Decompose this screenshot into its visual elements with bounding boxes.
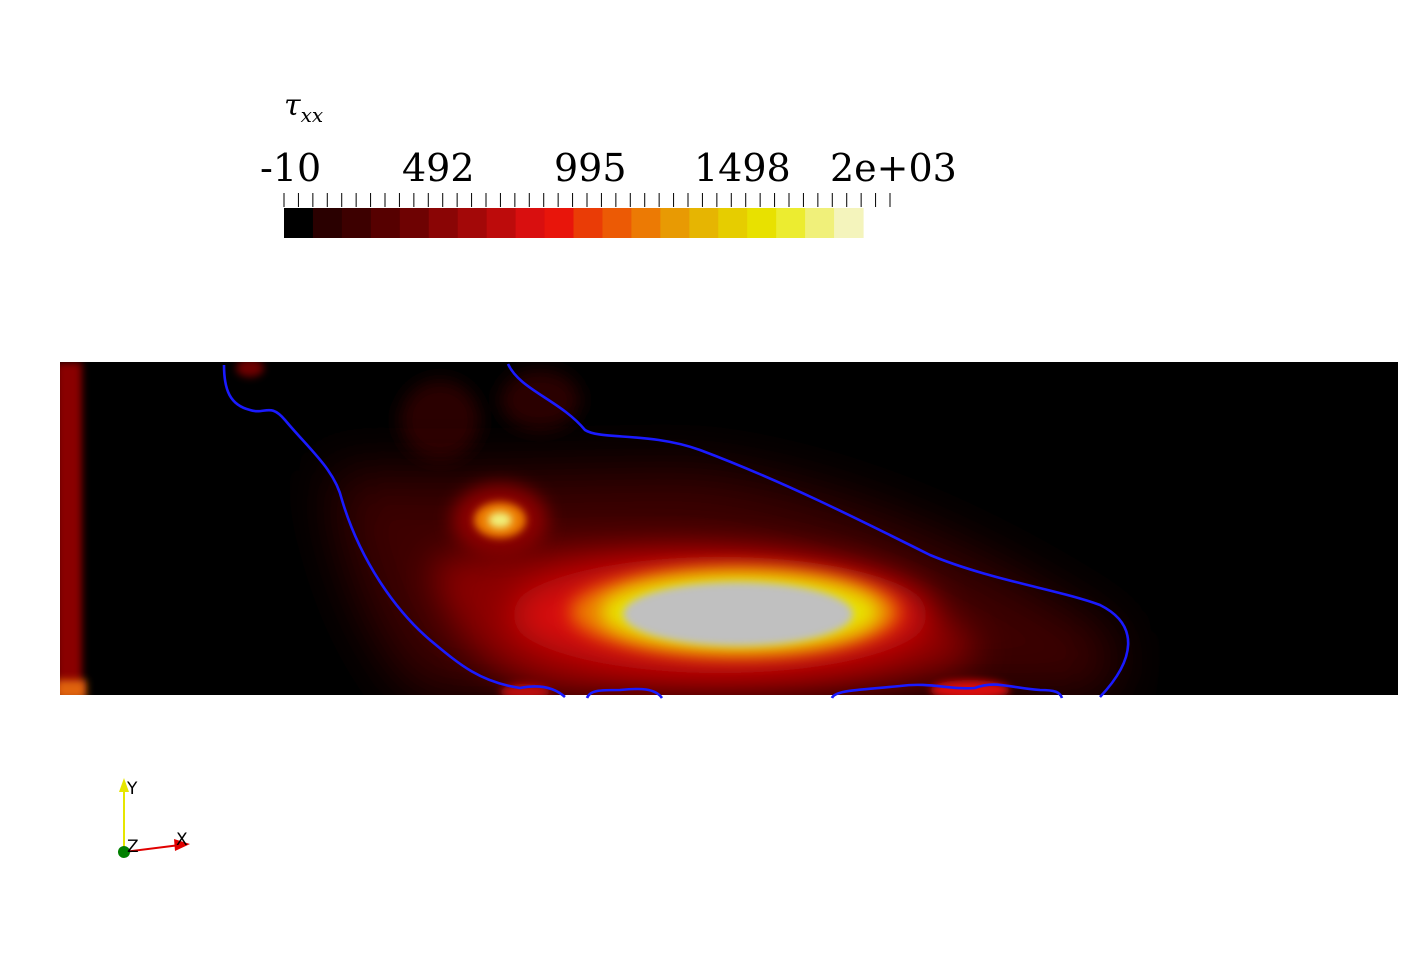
colorbar-swatch [370,208,401,238]
secondary-hotspot-core [488,512,512,528]
colorbar-tick-label: 1498 [694,146,791,190]
colorbar-swatch [399,208,430,238]
z-axis-marker [118,846,130,858]
colorbar-swatch [486,208,517,238]
z-axis-label: Z [127,837,139,857]
colorbar-swatch [457,208,488,238]
x-axis-label: X [176,830,188,850]
colorbar-swatch [544,208,575,238]
colorbar-title: τxx [284,88,324,127]
stress-field [60,362,1398,695]
x-axis-arrow [123,844,181,853]
inlet-corner-hotspot [60,680,86,695]
colorbar-swatch [776,208,806,238]
upper-streak [400,380,480,460]
x-axis-arrowhead [174,839,190,851]
y-axis-label: Y [126,779,138,799]
colorbar-swatch [689,208,719,238]
colorbar-swatch [602,208,632,238]
colorbar-tick-label: 492 [402,146,475,190]
colorbar-swatch [631,208,661,238]
colorbar-ticks [283,193,891,207]
colorbar-swatch [834,208,864,238]
colorbar-swatch [747,208,777,238]
colorbar-tick-label: 995 [554,146,627,190]
contour-line-left [222,364,566,698]
stress-peak-region [623,582,853,646]
wall-hotspot [930,680,1010,695]
colorbar-swatch [573,208,604,238]
colorbar-swatch [341,208,372,238]
colorbar-swatch [428,208,459,238]
colorbar [284,208,864,238]
colorbar-swatch [660,208,690,238]
colorbar-swatch [718,208,748,238]
contour-line-bottom [830,683,1064,699]
colorbar-swatch [805,208,835,238]
colorbar-swatch [284,208,314,238]
y-axis-arrowhead [119,778,129,792]
upper-streak [236,362,264,377]
colorbar-swatch [312,208,343,238]
contour-line-bottom [585,687,664,699]
colorbar-tick-label: -10 [260,146,322,190]
contour-lines [222,363,1130,699]
axes-triad: Y X Z [118,778,190,858]
inlet-edge-band [60,362,82,695]
contour-line-upper [506,363,1130,698]
colorbar-tick-label: 2e+03 [830,146,957,190]
colorbar-swatch [515,208,546,238]
upper-streak [500,370,580,430]
